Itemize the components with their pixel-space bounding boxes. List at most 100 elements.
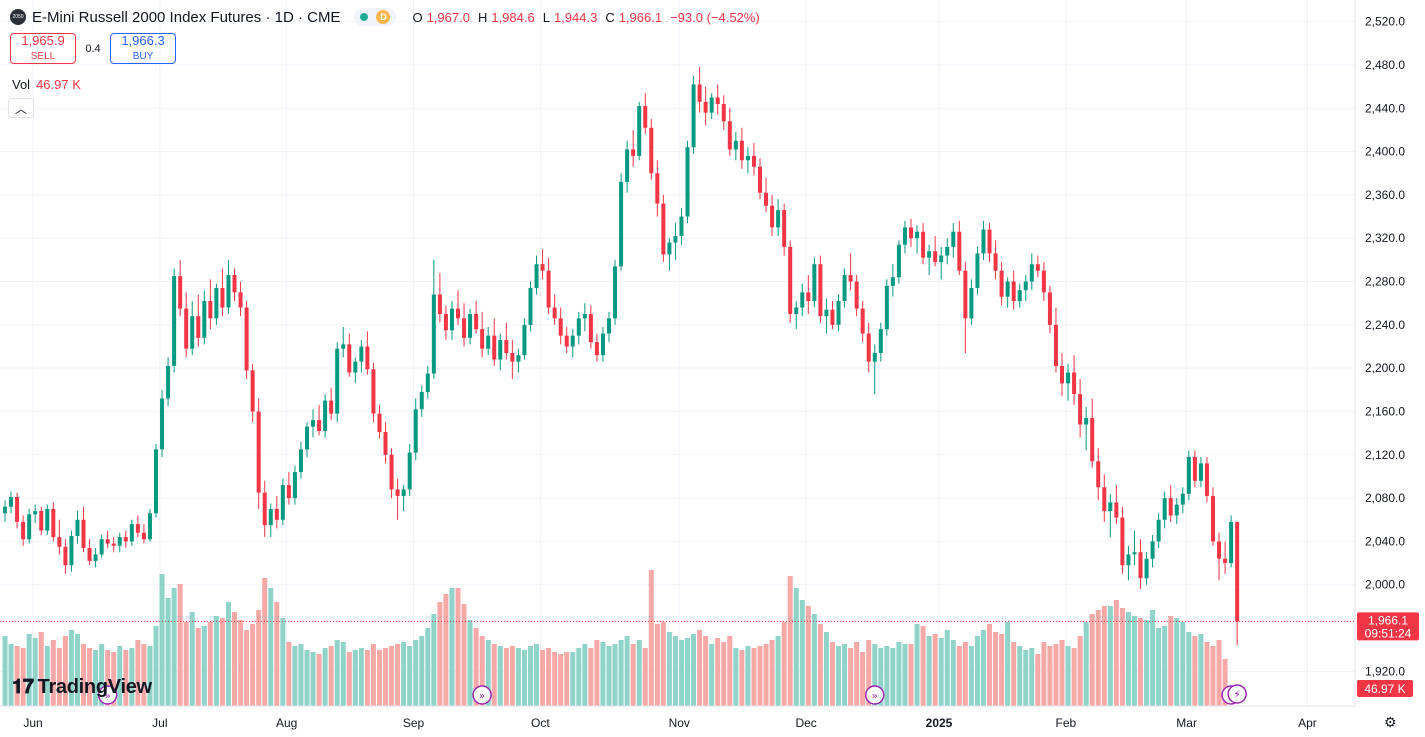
last-price-value: 1,966.1 [1368,613,1408,627]
volume-bar [540,650,546,706]
volume-bar [74,634,80,706]
volume-bar [739,650,745,706]
symbol-title[interactable]: E-Mini Russell 2000 Index Futures · 1D ·… [32,8,341,26]
volume-bar [256,610,262,706]
volume-bar [552,652,558,706]
volume-bar [473,628,479,706]
volume-bar [1192,636,1198,706]
volume-bar [334,640,340,706]
candle-body [546,270,551,308]
candle-body [1162,498,1167,520]
price-tick-label: 2,360.0 [1365,188,1405,202]
volume-bar [1071,648,1077,706]
candle-body [655,173,660,204]
candle-body [371,369,376,414]
volume-label: Vol [12,77,31,92]
candle-body [721,103,726,122]
volume-bar [938,638,944,706]
candle-body [999,270,1004,297]
candle-body [824,309,829,317]
volume-bar [389,646,395,706]
tradingview-logo[interactable]: 𝟏𝟕 TradingView [12,676,152,699]
candle-body [105,539,110,544]
candle-body [570,335,575,347]
volume-bar [902,644,908,706]
candle-body [528,288,533,325]
volume-bar [491,644,497,706]
volume-tag-value: 46.97 K [1364,682,1405,696]
volume-bar [515,648,521,706]
time-tick-label: Sep [403,716,425,730]
volume-bar [497,646,503,706]
sell-price: 1,965.9 [21,33,65,48]
candle-body [878,329,883,353]
volume-value: 46.97 K [36,77,81,92]
sell-button[interactable]: 1,965.9 SELL [10,33,76,64]
volume-bar [1095,610,1101,706]
candle-body [564,335,569,347]
candle-body [909,227,913,239]
candle-body [896,244,901,278]
volume-bar [129,648,135,706]
candle-body [220,288,225,308]
candle-body [758,166,762,193]
candle-body [202,301,207,338]
symbol-logo[interactable]: 2050 [10,9,26,25]
volume-legend[interactable]: Vol 46.97 K [12,77,81,92]
candle-body [93,554,98,561]
volume-bar [1186,632,1192,706]
volume-bar [1053,644,1059,706]
candle-body [1192,456,1197,481]
price-axis: 1,920.0 2,000.0 2,040.0 2,080.0 2,120.0 2,160… [1365,15,1405,679]
candle-body [607,318,611,334]
volume-bar [225,602,231,706]
volume-bar [896,642,902,706]
volume-bar [624,636,630,706]
volume-bar [974,636,980,706]
volume-bar [527,646,533,706]
gear-icon[interactable]: ⚙ [1384,714,1397,730]
volume-bar [588,648,594,706]
volume-bar [920,626,926,706]
candle-body [329,400,334,414]
volume-bar [842,644,848,706]
volume-bar [926,636,932,706]
candle-body [1132,552,1137,555]
candle-body [540,264,545,271]
candle-body [715,97,720,104]
price-tick-label: 2,480.0 [1365,58,1405,72]
candle-body [21,521,26,540]
candle-body [1096,461,1101,488]
volume-bar [576,648,582,706]
candle-body [933,251,938,263]
candle-body [667,242,672,255]
volume-bar [159,574,165,706]
candle-body [87,547,92,561]
candle-body [298,449,303,473]
candle-body [703,101,708,113]
volume-bar [854,642,860,706]
high-value: 1,984.6 [491,9,535,25]
volume-bar [1174,618,1180,706]
volume-bar [364,650,370,706]
market-status-pill[interactable]: D [354,8,397,26]
time-tick-label: Feb [1055,716,1076,730]
candle-body [323,400,328,431]
candle-body [1186,456,1191,494]
volume-bar [1083,622,1089,706]
volume-bar [213,616,219,706]
candle-body [244,307,249,371]
buy-button[interactable]: 1,966.3 BUY [110,33,176,64]
volume-bar [14,646,20,706]
candle-body [806,292,811,302]
candle-body [1035,264,1040,271]
candle-body [939,255,944,263]
candle-body [1053,324,1058,366]
candle-body [516,355,521,362]
volume-bar [872,644,878,706]
volume-bar [147,646,153,706]
volume-bar [153,626,159,706]
volume-bar [1210,646,1216,706]
chevron-up-icon[interactable]: ︿ [8,98,34,118]
